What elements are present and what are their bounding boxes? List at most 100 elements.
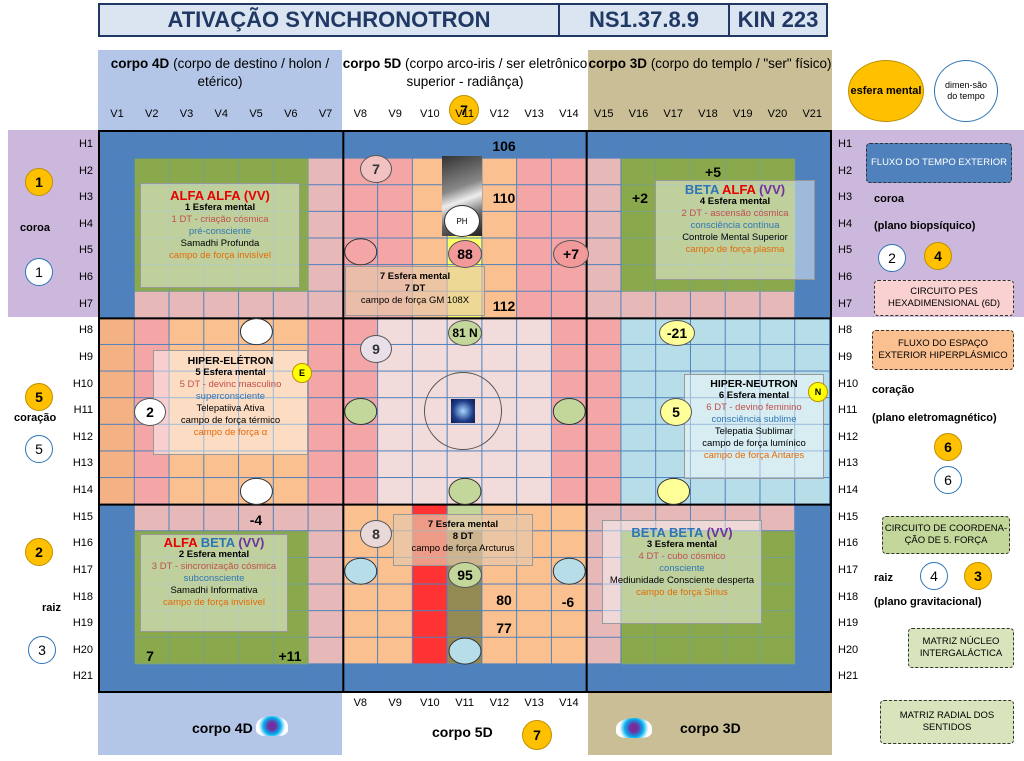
grid-cell [760,344,795,371]
grid-circle [344,238,378,266]
row-label: H21 [838,670,859,683]
grid-cell [517,211,551,238]
grid-cell [100,478,134,504]
grid-cell [273,398,308,424]
box-alfa-alfa-l5: campo de força invisível [169,250,271,261]
grid-cell [586,531,621,557]
left-coroa-white: 1 [25,258,53,286]
grid-cell [656,291,690,318]
grid-cell [308,398,343,424]
grid-cell [412,318,447,344]
row-label: H6 [838,271,853,284]
grid-cell [100,132,134,158]
column-label: V17 [663,108,683,120]
grid-cell [586,344,621,371]
row-label: H14 [72,484,93,497]
title-bar: ATIVAÇÃO SYNCHRONOTRON NS1.37.8.9 KIN 22… [98,3,828,37]
grid-cell [169,398,204,424]
grid-cell [551,185,586,211]
column-label: V15 [593,108,614,120]
right-raiz-sub: (plano gravitacional) [874,596,982,608]
grid-cell [412,451,447,478]
grid-cell [239,344,273,371]
grid-cell [447,132,482,158]
grid-cell [308,504,343,531]
callout-intergalactic-core: MATRIZ NÚCLEO INTERGALÁCTICA [908,628,1014,668]
grid-cell [656,664,690,690]
grid-cell [586,318,621,344]
box-alfa-alfa-l1: 1 Esfera mental [184,202,256,213]
grid-cell [621,478,656,504]
grid-cell [134,504,169,531]
grid-cell [204,478,239,504]
eye-icon-4d [256,716,288,736]
row-label: H9 [838,350,853,363]
grid-cell [551,318,586,344]
row-label: H12 [72,430,93,443]
left-raiz-yellow: 2 [25,538,53,566]
grid-cell [308,637,343,664]
column-label: V10 [420,697,440,709]
grid-cell [760,451,795,478]
grid-cell [725,291,760,318]
title-kin: KIN 223 [737,7,819,32]
grid-cell [690,478,725,504]
grid-cell [412,637,447,664]
grid-cell [482,451,517,478]
right-coracao-label: coração [872,384,915,396]
right-raiz-white: 4 [920,562,948,590]
row-label: H4 [78,217,93,230]
right-coracao-sub: (plano eletromagnético) [872,412,997,424]
grid-cell [795,265,829,291]
grid-cell [308,451,343,478]
grid-cell [482,132,517,158]
grid-cell [204,398,239,424]
grid-cell [760,371,795,398]
box-beta-beta-t3: (VV) [706,525,733,540]
grid-cell [308,557,343,584]
grid-cell [239,424,273,451]
grid-cell [239,132,273,158]
grid-cell [586,398,621,424]
right-coroa-yellow: 4 [924,242,952,270]
box-alfa-beta-l1: 2 Esfera mental [178,549,250,560]
row-label: H19 [838,617,859,630]
grid-cell [134,291,169,318]
row-label: H2 [838,164,853,177]
quadrant-green-field [134,531,309,665]
grid-cell [517,424,551,451]
box-beta-beta-l5: campo de força Sirius [636,587,728,598]
grid-cell [795,238,829,265]
row-label: H4 [838,217,853,230]
grid-cell [795,664,829,690]
header-body3d-bold: corpo 3D [588,56,648,71]
column-label: V6 [284,108,298,120]
row-label: H20 [72,643,93,656]
grid-cell [795,478,829,504]
grid-cell [273,478,308,504]
box-beta-alfa-l4: Controle Mental Superior [682,232,788,243]
grid-cell [621,424,656,451]
grid-cell [482,344,517,371]
grid-cell [100,291,134,318]
grid-cell [343,424,378,451]
eye-icon-3d [616,718,652,738]
grid-cell [795,557,829,584]
grid-cell [482,664,517,690]
grid-cell [134,318,169,344]
footer-number-badge: 7 [522,720,552,750]
circle-7: 7 [360,155,392,183]
box-hiper-eletron-l3: superconsciente [195,391,266,402]
grid-cell [204,291,239,318]
quadrant-green-field [134,158,309,292]
grid-cell [239,664,273,690]
grid-cell [134,451,169,478]
grid-circle [239,477,273,505]
grid-cell [621,504,656,531]
column-label: V11 [455,697,474,709]
box-beta-beta-t2: BETA [669,525,703,540]
row-label: H21 [72,670,93,683]
box-beta-beta-l4: Mediunidade Consciente desperta [609,575,755,586]
grid-cell [690,424,725,451]
footer-body3d: corpo 3D [680,720,741,736]
